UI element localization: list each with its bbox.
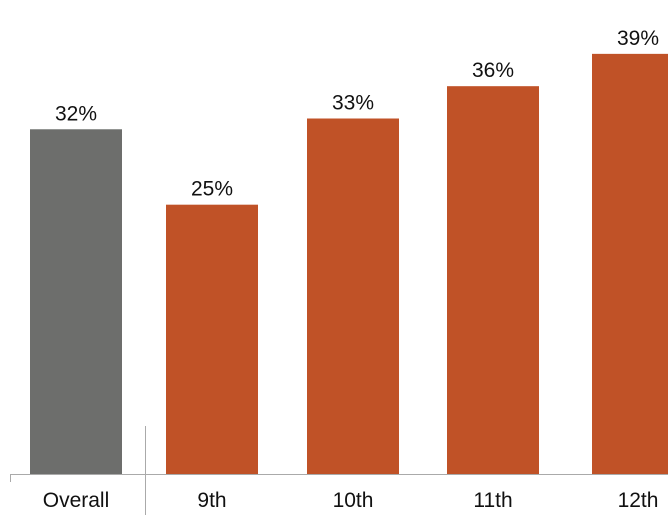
value-label-12th: 39% bbox=[617, 27, 659, 50]
value-label-10th: 33% bbox=[332, 92, 374, 115]
tick-label-12th: 12th bbox=[618, 489, 659, 512]
tick-label-overall: Overall bbox=[43, 489, 110, 512]
tick-label-10th: 10th bbox=[333, 489, 374, 512]
bar-10th bbox=[307, 118, 399, 474]
value-label-11th: 36% bbox=[472, 59, 514, 82]
tick-label-9th: 9th bbox=[197, 489, 226, 512]
axis-layer bbox=[10, 426, 668, 515]
tick-label-11th: 11th bbox=[473, 489, 512, 512]
bars-layer bbox=[30, 53, 668, 475]
value-label-9th: 25% bbox=[191, 178, 233, 201]
labels-layer: 32% Overall 25% 9th 33% 10th 36% 11th 39% 12th bbox=[43, 27, 659, 512]
bar-9th bbox=[166, 204, 258, 474]
bar-11th bbox=[447, 86, 539, 474]
bar-12th bbox=[592, 53, 668, 474]
bar-overall bbox=[30, 129, 122, 475]
value-label-overall: 32% bbox=[55, 102, 97, 125]
